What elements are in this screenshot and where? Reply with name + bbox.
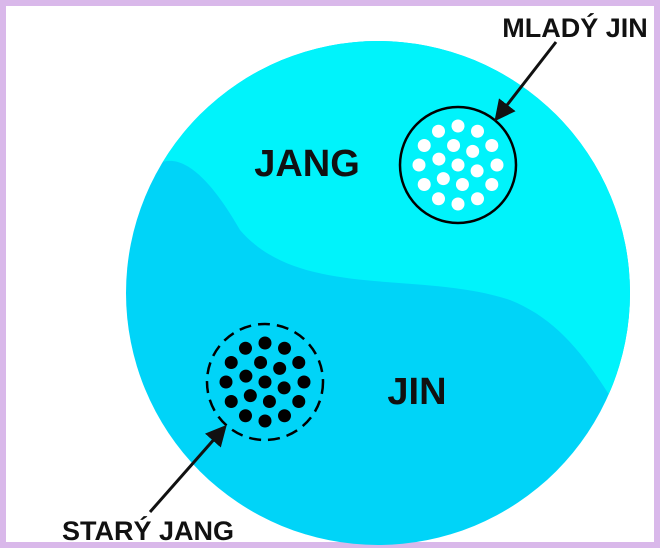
- dot: [412, 158, 426, 172]
- dot: [258, 375, 272, 389]
- dot: [243, 389, 257, 403]
- dot: [451, 158, 465, 172]
- dot: [485, 139, 499, 152]
- old-jang-circle: [205, 322, 325, 442]
- label-mlady-jin: MLADÝ JIN: [502, 12, 648, 43]
- dot: [239, 409, 252, 423]
- dot: [239, 369, 253, 383]
- dot: [277, 381, 291, 395]
- dot: [417, 139, 431, 152]
- dot: [297, 375, 311, 389]
- dot: [490, 158, 504, 172]
- dot: [471, 124, 484, 138]
- dot: [471, 192, 484, 206]
- white-dots: [412, 119, 504, 211]
- label-jang: JANG: [254, 143, 360, 185]
- dot: [432, 152, 446, 166]
- dot: [278, 341, 291, 355]
- dot: [436, 172, 450, 186]
- dot: [239, 341, 252, 355]
- dot: [417, 178, 431, 191]
- dot: [219, 375, 233, 389]
- dot: [470, 164, 484, 178]
- label-jin: JIN: [387, 371, 446, 413]
- arrow-to-stary-jang: [148, 424, 227, 513]
- dot: [254, 355, 268, 369]
- dot: [451, 119, 465, 133]
- jang-region: [150, 41, 630, 430]
- dot: [466, 144, 480, 158]
- dot: [262, 395, 276, 409]
- dot: [455, 178, 469, 192]
- dot: [447, 138, 461, 152]
- dot: [485, 178, 499, 191]
- dot: [292, 395, 306, 408]
- dot: [273, 361, 287, 375]
- dot: [292, 356, 306, 369]
- young-jin-circle: [398, 105, 518, 225]
- black-dots: [219, 336, 311, 428]
- dot: [258, 336, 272, 350]
- dot: [432, 124, 445, 138]
- dot: [258, 414, 272, 428]
- arrow-to-mlady-jin: [494, 41, 558, 122]
- dot: [224, 395, 238, 408]
- dot: [451, 197, 465, 211]
- dot: [432, 192, 445, 206]
- label-stary-jang: STARÝ JANG: [62, 515, 234, 546]
- dot: [278, 409, 291, 423]
- dot: [224, 356, 238, 369]
